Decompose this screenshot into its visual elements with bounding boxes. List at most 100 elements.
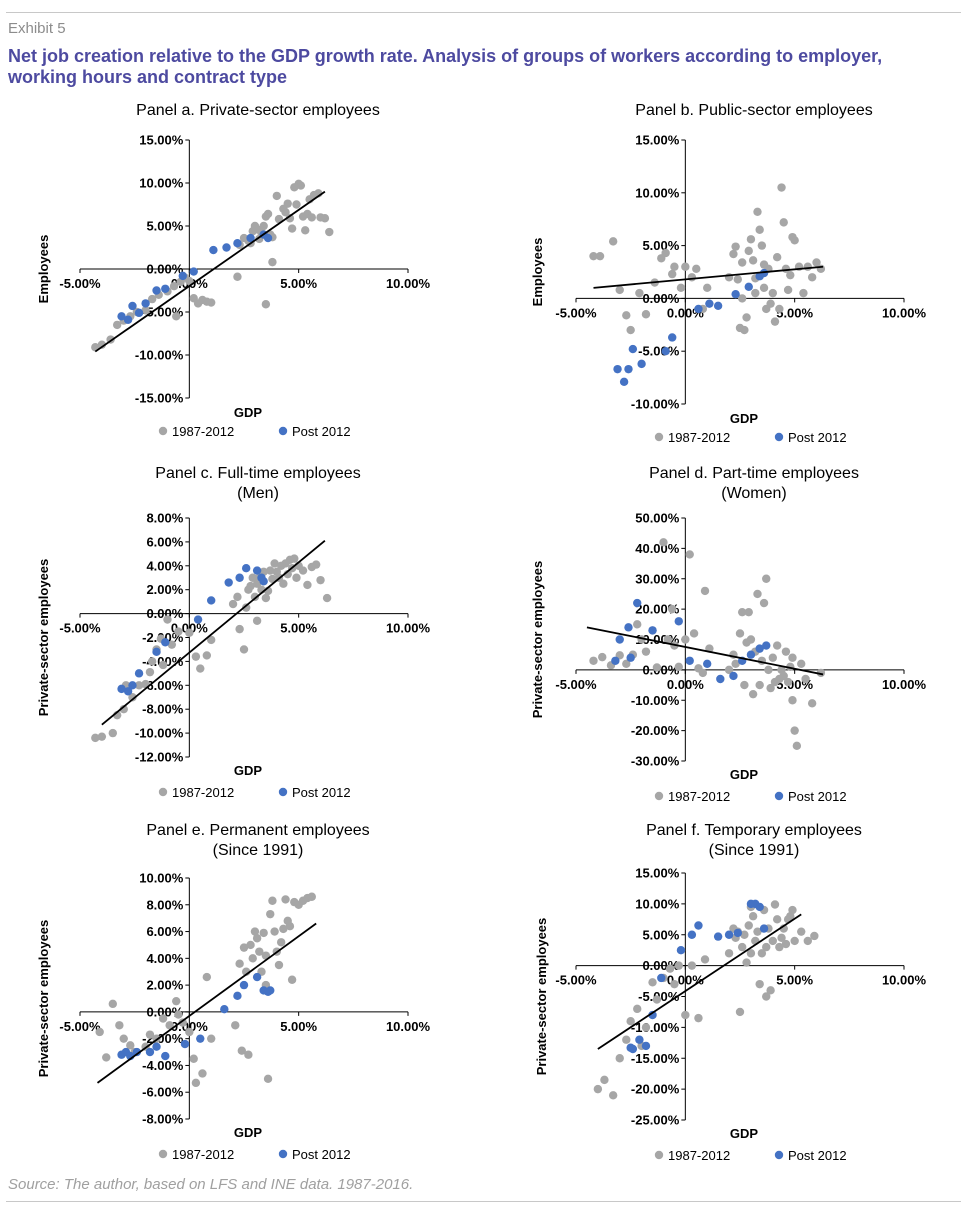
y-tick-label: 4.00% bbox=[146, 558, 183, 573]
legend-label-1987-2012: 1987-2012 bbox=[172, 424, 234, 439]
point-1987-2012 bbox=[626, 1017, 635, 1026]
point-post-2012 bbox=[759, 924, 769, 933]
point-1987-2012 bbox=[740, 325, 749, 335]
point-1987-2012 bbox=[689, 629, 699, 638]
y-axis-label: Employees bbox=[36, 235, 51, 304]
point-1987-2012 bbox=[740, 680, 749, 690]
x-tick-label: 10.00% bbox=[386, 621, 431, 636]
point-1987-2012 bbox=[311, 560, 321, 569]
point-1987-2012 bbox=[783, 677, 793, 687]
panel-subtitle: (Since 1991) bbox=[709, 842, 800, 859]
panel-c: Panel c. Full-time employees (Men) -5.00% 0… bbox=[36, 465, 430, 800]
legend-label-1987-2012: 1987-2012 bbox=[172, 1147, 234, 1162]
point-1987-2012 bbox=[762, 574, 771, 583]
point-1987-2012 bbox=[687, 273, 697, 282]
point-1987-2012 bbox=[285, 214, 295, 223]
x-tick-label: 10.00% bbox=[882, 305, 927, 320]
point-1987-2012 bbox=[185, 628, 194, 637]
point-1987-2012 bbox=[635, 288, 644, 298]
y-tick-label: 4.00% bbox=[146, 951, 183, 966]
point-post-2012 bbox=[117, 684, 126, 694]
point-1987-2012 bbox=[246, 940, 255, 950]
x-tick-label: -5.00% bbox=[555, 305, 597, 320]
y-axis-label: Employees bbox=[530, 238, 545, 307]
y-tick-label: -20.00% bbox=[631, 723, 680, 738]
point-1987-2012 bbox=[270, 927, 279, 936]
point-1987-2012 bbox=[772, 915, 782, 924]
legend-marker-post-2012 bbox=[774, 432, 784, 442]
point-1987-2012 bbox=[272, 191, 281, 201]
point-1987-2012 bbox=[147, 294, 157, 304]
point-1987-2012 bbox=[792, 741, 802, 751]
legend-label-1987-2012: 1987-2012 bbox=[668, 1148, 730, 1163]
point-1987-2012 bbox=[668, 604, 677, 614]
point-1987-2012 bbox=[207, 298, 216, 307]
point-1987-2012 bbox=[788, 653, 797, 662]
point-1987-2012 bbox=[801, 674, 810, 684]
point-1987-2012 bbox=[753, 207, 762, 217]
trend-line bbox=[94, 190, 326, 353]
x-axis-label: GDP bbox=[234, 405, 263, 420]
point-1987-2012 bbox=[755, 225, 764, 234]
point-1987-2012 bbox=[676, 283, 686, 293]
y-tick-label: 5.00% bbox=[642, 238, 679, 253]
point-1987-2012 bbox=[746, 635, 756, 644]
panel-subtitle: (Men) bbox=[237, 485, 279, 502]
point-post-2012 bbox=[744, 282, 753, 291]
point-1987-2012 bbox=[768, 288, 777, 298]
point-1987-2012 bbox=[641, 310, 651, 319]
y-axis-label: Private-sector employees bbox=[530, 561, 545, 719]
point-1987-2012 bbox=[141, 306, 150, 315]
point-post-2012 bbox=[128, 681, 137, 690]
point-post-2012 bbox=[196, 1034, 205, 1043]
point-1987-2012 bbox=[178, 1018, 187, 1027]
point-1987-2012 bbox=[283, 199, 292, 208]
point-1987-2012 bbox=[803, 262, 812, 271]
y-tick-label: 5.00% bbox=[146, 219, 183, 234]
point-1987-2012 bbox=[285, 922, 295, 931]
point-post-2012 bbox=[668, 333, 677, 342]
point-1987-2012 bbox=[320, 214, 330, 223]
point-1987-2012 bbox=[108, 728, 118, 738]
y-tick-label: -10.00% bbox=[631, 397, 680, 412]
point-post-2012 bbox=[611, 656, 620, 665]
point-1987-2012 bbox=[755, 680, 764, 690]
point-1987-2012 bbox=[766, 986, 775, 995]
y-tick-label: -10.00% bbox=[135, 348, 184, 363]
point-1987-2012 bbox=[172, 312, 181, 321]
point-post-2012 bbox=[705, 299, 714, 308]
x-tick-label: -5.00% bbox=[555, 677, 597, 692]
point-post-2012 bbox=[694, 921, 703, 930]
legend-label-1987-2012: 1987-2012 bbox=[172, 785, 234, 800]
y-tick-label: 15.00% bbox=[635, 866, 680, 881]
point-1987-2012 bbox=[703, 283, 712, 293]
point-1987-2012 bbox=[700, 586, 710, 596]
point-1987-2012 bbox=[231, 1021, 240, 1030]
point-post-2012 bbox=[209, 245, 218, 255]
top-rule bbox=[6, 12, 961, 13]
legend-label-post-2012: Post 2012 bbox=[292, 1147, 351, 1162]
point-1987-2012 bbox=[668, 269, 677, 279]
point-1987-2012 bbox=[786, 270, 795, 280]
point-1987-2012 bbox=[737, 607, 747, 617]
point-1987-2012 bbox=[775, 942, 784, 952]
legend-label-post-2012: Post 2012 bbox=[788, 430, 847, 445]
point-post-2012 bbox=[762, 641, 771, 650]
point-1987-2012 bbox=[687, 961, 697, 970]
y-tick-label: 10.00% bbox=[139, 871, 184, 886]
legend-marker-1987-2012 bbox=[158, 426, 168, 436]
point-1987-2012 bbox=[648, 978, 657, 987]
point-1987-2012 bbox=[263, 209, 273, 219]
point-1987-2012 bbox=[748, 256, 758, 265]
legend-label-1987-2012: 1987-2012 bbox=[668, 789, 730, 804]
point-post-2012 bbox=[152, 647, 161, 657]
point-1987-2012 bbox=[268, 896, 277, 905]
trend-line bbox=[593, 265, 824, 289]
x-axis-label: GDP bbox=[234, 1125, 263, 1140]
point-1987-2012 bbox=[777, 183, 786, 192]
point-1987-2012 bbox=[700, 955, 710, 964]
point-1987-2012 bbox=[746, 235, 756, 244]
point-1987-2012 bbox=[276, 938, 286, 947]
exhibit-label: Exhibit 5 bbox=[8, 20, 66, 37]
y-tick-label: 10.00% bbox=[635, 896, 680, 911]
